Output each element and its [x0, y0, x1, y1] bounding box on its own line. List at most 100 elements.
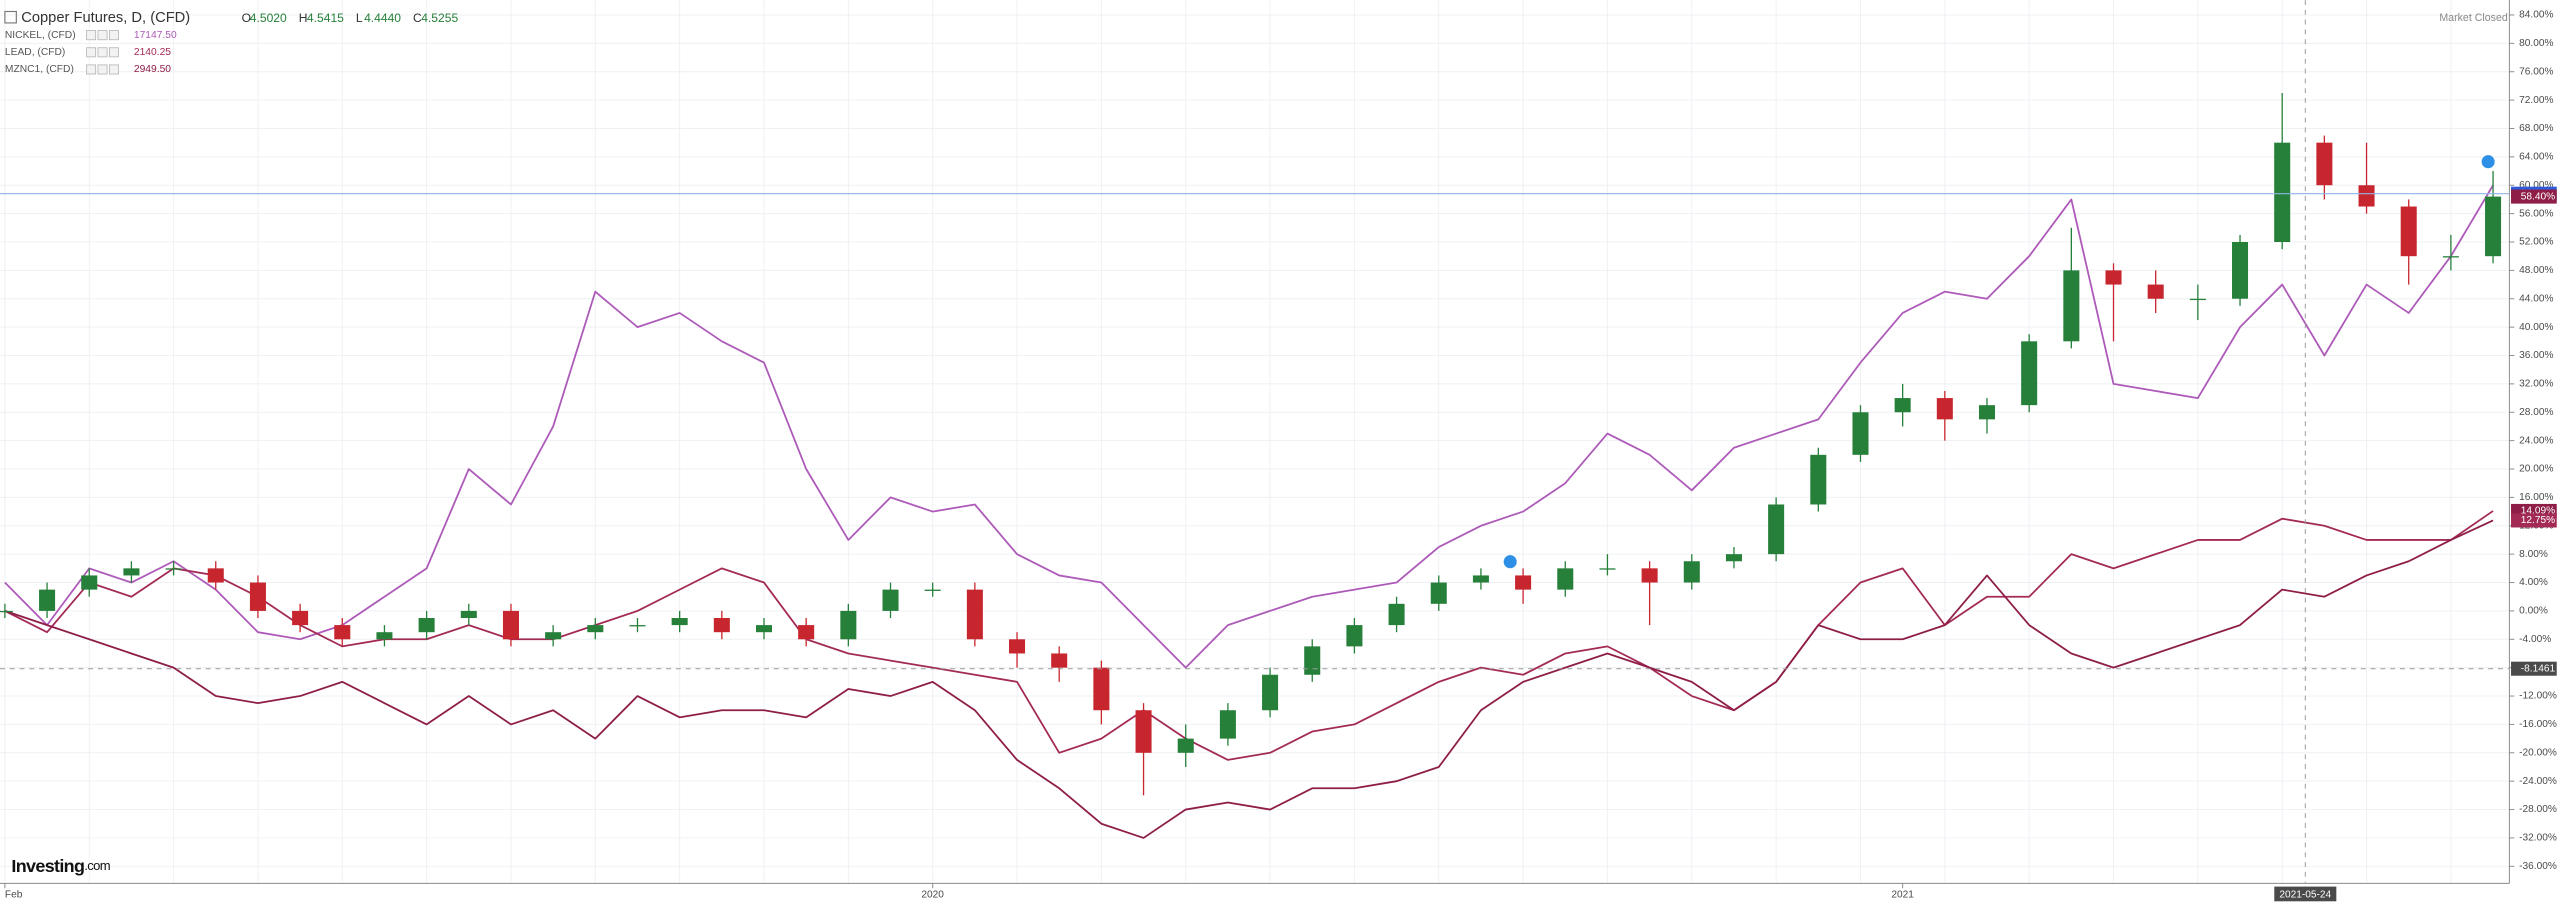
- y-tick-label: 84.00%: [2519, 10, 2553, 21]
- legend-button[interactable]: [86, 30, 97, 41]
- y-tick-label: -28.00%: [2519, 804, 2557, 815]
- series-line: [4, 510, 2494, 761]
- legend-button[interactable]: [108, 47, 119, 58]
- y-tick-label: 76.00%: [2519, 66, 2553, 77]
- candle-body: [2232, 241, 2249, 299]
- crosshair-y-label: -8.1461: [2521, 663, 2556, 674]
- y-tick-label: 32.00%: [2519, 379, 2553, 390]
- x-tick-label: Feb: [5, 889, 23, 900]
- chart-title: Copper Futures, D, (CFD): [21, 10, 190, 26]
- quote-value: 4.5255: [421, 11, 458, 25]
- quote-key: O: [242, 11, 251, 25]
- candle-body: [2485, 196, 2502, 257]
- crosshair-x-label: 2021-05-24: [2279, 889, 2331, 900]
- y-tick-label: 28.00%: [2519, 407, 2553, 418]
- candle-body: [1472, 575, 1489, 583]
- candle-body: [0, 610, 13, 613]
- candle-body: [2316, 142, 2333, 186]
- y-tick-label: 20.00%: [2519, 464, 2553, 475]
- candle-body: [1810, 454, 1827, 505]
- candle-body: [1262, 674, 1279, 711]
- quote-key: H: [299, 11, 308, 25]
- legend-button[interactable]: [86, 64, 97, 75]
- legend-button[interactable]: [97, 30, 108, 41]
- candle-body: [1135, 710, 1152, 753]
- price-badge-label: 12.75%: [2521, 515, 2555, 526]
- candle-body: [2274, 142, 2291, 242]
- legend-last: 2140.25: [134, 47, 171, 58]
- candle-body: [123, 568, 140, 576]
- y-tick-label: 72.00%: [2519, 95, 2553, 106]
- legend-name: LEAD, (CFD): [5, 47, 65, 58]
- legend-name: NICKEL, (CFD): [5, 30, 76, 41]
- legend-button[interactable]: [86, 47, 97, 58]
- legend-button[interactable]: [108, 30, 119, 41]
- candle-body: [1978, 405, 1996, 420]
- candle-body: [1177, 738, 1194, 753]
- crosshair-y-badge: [2511, 661, 2557, 676]
- y-tick-label: 36.00%: [2519, 350, 2553, 361]
- y-tick-label: 60.00%: [2519, 180, 2553, 191]
- candle-body: [713, 618, 730, 633]
- event-marker[interactable]: [2481, 155, 2495, 169]
- candle-body: [2400, 206, 2417, 257]
- collapse-icon[interactable]: [4, 10, 17, 24]
- y-tick-label: 8.00%: [2519, 549, 2548, 560]
- crosshair-x-badge: [2274, 886, 2337, 902]
- candle-body: [1641, 568, 1658, 583]
- y-tick-label: 56.00%: [2519, 208, 2553, 219]
- quote: O4.5020 H 4.5415 L 4.4440 C 4.5255: [242, 11, 459, 25]
- candle-body: [671, 618, 688, 626]
- candle-body: [2442, 256, 2459, 258]
- candle-body: [1894, 398, 1911, 413]
- candle-body: [81, 575, 98, 590]
- candle-body: [798, 625, 815, 640]
- candle-body: [1430, 582, 1447, 604]
- y-tick-label: 52.00%: [2519, 237, 2553, 248]
- y-tick-label: 80.00%: [2519, 38, 2553, 49]
- candle-body: [39, 589, 56, 611]
- legend-button[interactable]: [97, 47, 108, 58]
- candle-body: [1093, 667, 1110, 711]
- candle-body: [1936, 398, 1953, 420]
- candle-body: [629, 625, 646, 627]
- y-tick-label: -36.00%: [2519, 861, 2557, 872]
- y-tick-label: -20.00%: [2519, 747, 2557, 758]
- candle-body: [1219, 710, 1236, 739]
- candle-body: [1599, 568, 1616, 570]
- candle-body: [2147, 284, 2164, 299]
- legend-last: 17147.50: [134, 30, 177, 41]
- candle-body: [2358, 185, 2375, 207]
- legend-button[interactable]: [97, 64, 108, 75]
- x-tick-label: 2021: [1891, 889, 1914, 900]
- legend-name: MZNC1, (CFD): [5, 64, 74, 75]
- y-tick-label: -4.00%: [2519, 634, 2551, 645]
- event-marker[interactable]: [1503, 555, 1517, 569]
- price-badge: [2511, 189, 2557, 204]
- candle-body: [1557, 568, 1574, 590]
- candle-body: [1346, 625, 1363, 647]
- y-tick-label: -24.00%: [2519, 776, 2557, 787]
- legend-button[interactable]: [108, 64, 119, 75]
- legend-rows: NICKEL, (CFD) 17147.50 LEAD, (CFD) 2140.25 M…: [5, 30, 177, 75]
- quote-value: 4.5415: [307, 11, 344, 25]
- y-tick-label: 24.00%: [2519, 435, 2553, 446]
- candle-body: [249, 582, 266, 611]
- candle-body: [545, 632, 562, 640]
- grid: [0, 0, 2510, 884]
- candle-body: [1051, 653, 1068, 668]
- logo: Investing.com: [11, 856, 110, 876]
- candle-body: [418, 618, 435, 633]
- y-tick-label: 16.00%: [2519, 492, 2553, 503]
- logo-suffix: .com: [84, 858, 110, 873]
- candle-body: [1304, 646, 1321, 675]
- y-tick-label: 0.00%: [2519, 606, 2548, 617]
- market-status: Market Closed: [2439, 12, 2507, 24]
- y-tick-label: 40.00%: [2519, 322, 2553, 333]
- y-tick-label: -12.00%: [2519, 691, 2557, 702]
- candle-body: [1768, 504, 1785, 555]
- candle-body: [966, 589, 983, 640]
